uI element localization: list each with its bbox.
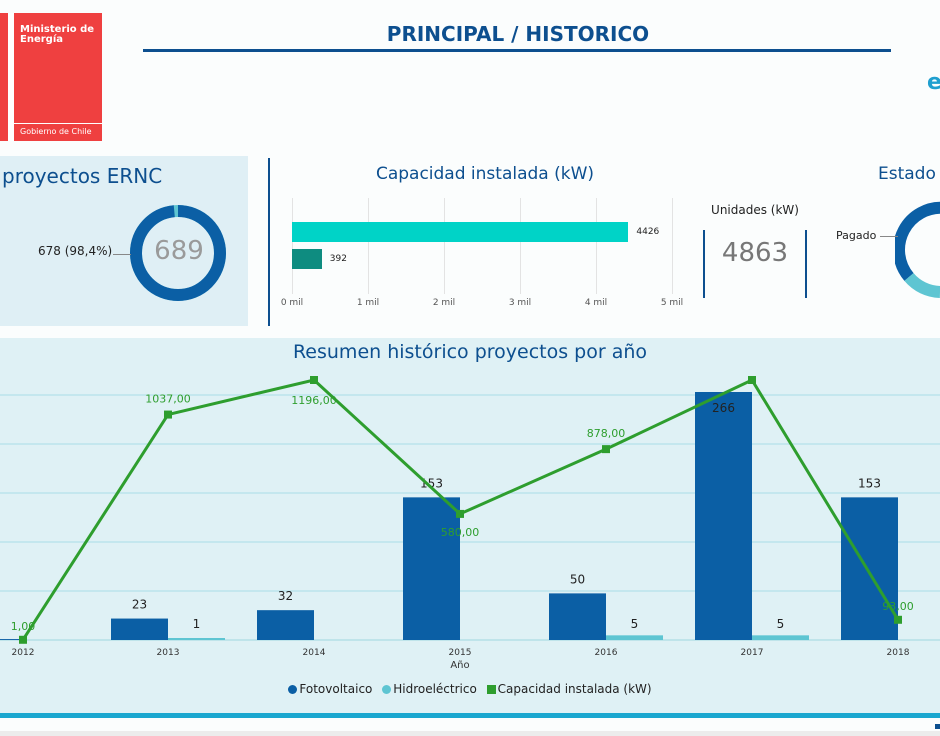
- line-capacidad: [21, 378, 900, 641]
- units-card-value: 4863: [721, 238, 789, 268]
- donut-segment-main: [130, 205, 226, 301]
- x-tick-label: 2017: [741, 648, 764, 658]
- bar-hidroelectrico[interactable]: [168, 638, 225, 640]
- capacity-bar-1[interactable]: [292, 222, 629, 242]
- bar-data-label: 153: [858, 476, 881, 490]
- historic-chart[interactable]: 2012 23 1 2013 32 2014 153 2015 50 5 2016 266 5 2017 1…: [0, 338, 940, 678]
- bar-data-label: 1: [193, 617, 201, 631]
- estado-donut-chart[interactable]: [895, 200, 940, 304]
- bar-fotovoltaico[interactable]: [403, 497, 460, 640]
- capacity-bar-label: 4426: [636, 227, 660, 237]
- bar-fotovoltaico[interactable]: [0, 639, 23, 640]
- logo-ministry-text: Ministerio de Energía: [20, 24, 95, 45]
- historic-chart-panel: [0, 338, 940, 714]
- line-point-capacidad[interactable]: [310, 376, 318, 384]
- estado-leader-line: [880, 236, 898, 237]
- bar-data-label: 23: [132, 598, 147, 612]
- x-axis-title: Año: [450, 660, 469, 671]
- units-card-border: [805, 230, 807, 298]
- capacity-x-tick: 3 mil: [508, 298, 532, 308]
- line-data-label: 1196,00: [291, 394, 337, 407]
- footer-strip: [0, 731, 940, 736]
- logo-government-text: Gobierno de Chile: [20, 127, 92, 136]
- ernc-total-value: 689: [154, 236, 204, 266]
- line-data-label: 878,00: [587, 427, 626, 440]
- line-data-label: 1037,00: [145, 393, 191, 406]
- x-tick-label: 2014: [303, 648, 326, 658]
- x-tick-label: 2013: [157, 648, 180, 658]
- x-tick-label: 2018: [887, 648, 910, 658]
- bar-fotovoltaico[interactable]: [841, 497, 898, 640]
- estado-donut-segment-other: [904, 272, 940, 298]
- line-point-capacidad[interactable]: [164, 410, 172, 419]
- x-tick-label: 2015: [449, 648, 472, 658]
- section-divider: [268, 158, 270, 326]
- capacity-bar-label: 392: [329, 254, 347, 264]
- estado-title: Estado: [878, 164, 936, 184]
- donut-leader-line: [113, 254, 131, 255]
- line-point-capacidad[interactable]: [602, 445, 610, 454]
- units-card-border: [703, 230, 705, 298]
- line-point-capacidad[interactable]: [748, 376, 756, 384]
- bar-data-label: 266: [712, 401, 735, 415]
- bar-data-label: 50: [570, 572, 585, 586]
- bar-data-label: 32: [278, 589, 293, 603]
- line-point-capacidad[interactable]: [19, 635, 27, 644]
- bar-fotovoltaico[interactable]: [257, 610, 314, 640]
- line-data-label: 1,00: [11, 620, 36, 633]
- page-title: PRINCIPAL / HISTORICO: [386, 22, 650, 46]
- legend-item-fotovoltaico[interactable]: Fotovoltaico: [288, 682, 372, 696]
- line-data-label: 93,00: [882, 600, 914, 613]
- bar-fotovoltaico[interactable]: [695, 392, 752, 640]
- capacity-title: Capacidad instalada (kW): [375, 164, 595, 184]
- ministerio-energia-logo: Ministerio de Energía Gobierno de Chile: [0, 13, 102, 141]
- ernc-panel: [0, 156, 248, 326]
- title-underline: [143, 49, 891, 52]
- legend-swatch: [288, 685, 298, 694]
- capacity-x-tick: 1 mil: [356, 298, 380, 308]
- footer-rule: [0, 713, 940, 718]
- historic-chart-title: Resumen histórico proyectos por año: [292, 341, 648, 363]
- estado-donut-segment-pagado: [895, 201, 940, 281]
- units-card-label: Unidades (kW): [711, 203, 799, 217]
- corner-marker: [935, 724, 940, 729]
- legend-swatch: [486, 685, 496, 694]
- line-data-label: 580,00: [441, 526, 480, 539]
- corner-logo-glyph: e: [927, 70, 940, 95]
- legend-label: Fotovoltaico: [299, 682, 373, 696]
- ernc-donut-chart[interactable]: [128, 203, 228, 303]
- line-point-capacidad[interactable]: [894, 615, 902, 624]
- capacity-bar-2[interactable]: [292, 249, 322, 269]
- donut-data-label: 678 (98,4%): [38, 244, 113, 258]
- capacity-x-tick: 0 mil: [280, 298, 304, 308]
- capacity-x-tick: 4 mil: [584, 298, 608, 308]
- bar-data-label: 5: [777, 617, 785, 631]
- line-point-capacidad[interactable]: [456, 509, 464, 518]
- bar-hidroelectrico[interactable]: [752, 635, 809, 640]
- legend-swatch: [382, 685, 392, 694]
- estado-data-label: Pagado: [836, 229, 877, 242]
- bar-fotovoltaico[interactable]: [111, 618, 168, 640]
- legend-label: Capacidad instalada (kW): [497, 682, 652, 696]
- bar-hidroelectrico[interactable]: [606, 635, 663, 640]
- x-tick-label: 2012: [12, 648, 35, 658]
- legend-item-capacidad[interactable]: Capacidad instalada (kW): [486, 682, 652, 696]
- legend-item-hidroelectrico[interactable]: Hidroeléctrico: [382, 682, 477, 696]
- capacity-x-tick: 5 mil: [660, 298, 684, 308]
- bar-data-label: 5: [631, 617, 639, 631]
- legend-label: Hidroeléctrico: [393, 682, 477, 696]
- capacity-x-tick: 2 mil: [432, 298, 456, 308]
- ernc-title: proyectos ERNC: [2, 164, 163, 188]
- bar-fotovoltaico[interactable]: [549, 593, 606, 640]
- x-tick-label: 2016: [595, 648, 618, 658]
- chart-legend: Fotovoltaico Hidroeléctrico Capacidad in…: [0, 682, 940, 696]
- bar-data-label: 153: [420, 476, 443, 490]
